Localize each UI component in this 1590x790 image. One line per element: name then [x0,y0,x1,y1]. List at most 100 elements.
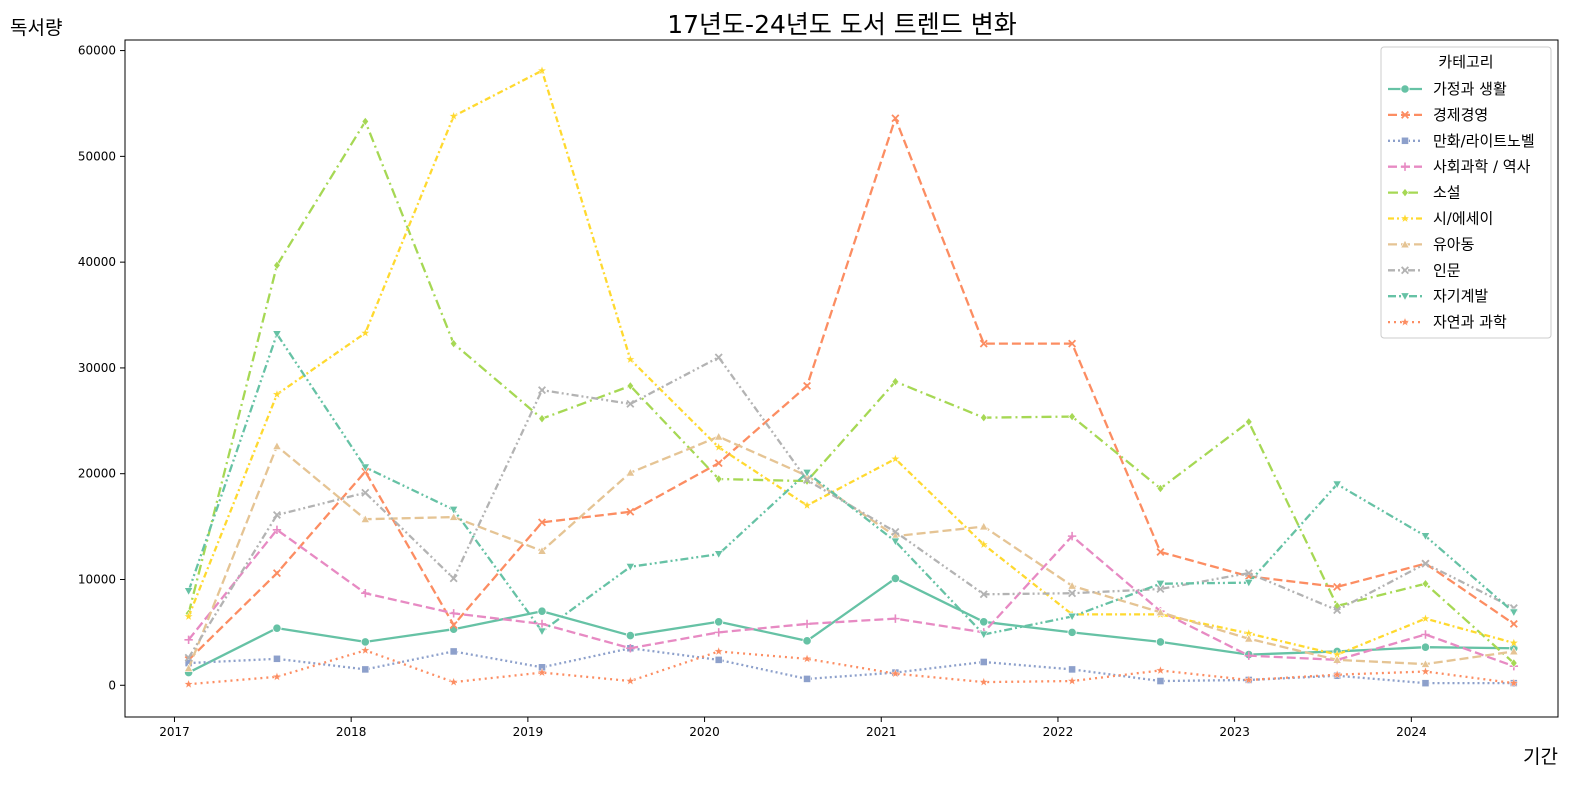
legend-label: 자기계발 [1433,287,1488,305]
data-point [1509,646,1519,656]
data-point [449,624,459,634]
legend-frame [1380,46,1552,339]
data-point [184,635,193,644]
data-point [1244,633,1254,643]
data-point [1509,619,1518,628]
data-point [360,645,371,655]
legend-label: 가정과 생활 [1433,80,1507,98]
data-point [891,614,900,623]
legend-marker [1400,239,1410,249]
legend-marker [1400,292,1410,302]
data-point [714,656,723,664]
y-tick-label: 40000 [78,255,116,269]
data-point [890,537,901,547]
data-point [802,500,813,510]
legend-item: 경제경영 [1388,106,1488,124]
x-tick-label: 2022 [1043,725,1074,739]
series-line [187,435,1514,669]
series-line [188,577,1514,674]
data-point [361,116,370,127]
legend-label: 시/에세이 [1433,210,1493,228]
data-point [1421,579,1430,589]
legend-item: 만화/라이트노벨 [1388,132,1535,150]
data-point [537,606,547,616]
data-point [1155,607,1166,616]
data-point [890,453,901,464]
data-point [1244,651,1253,660]
data-point [1509,608,1519,618]
data-point [272,569,281,578]
data-point [360,637,370,647]
x-axis-title: 기간 [1523,746,1558,768]
data-point [273,260,281,270]
y-axis-title: 독서량 [10,17,62,39]
data-point [184,653,193,662]
data-point [979,412,988,423]
data-point [537,667,547,677]
data-point [714,617,724,627]
data-point [183,611,194,621]
data-point [272,330,282,339]
data-point [979,590,988,599]
data-point [803,381,812,390]
data-point [183,587,194,596]
y-tick-label: 10000 [78,572,116,586]
y-tick-label: 60000 [78,44,116,58]
data-point [979,521,989,531]
data-point [272,510,281,519]
data-point [360,463,371,473]
data-point [1332,480,1342,490]
data-point [978,676,989,687]
y-tick-label: 0 [108,678,116,692]
data-point [1067,612,1077,622]
series-line [188,649,1514,686]
legend-item: 인문 [1388,261,1461,279]
data-point [625,675,636,686]
data-point [448,110,459,121]
data-point [271,671,282,682]
data-point [803,476,812,485]
data-point [449,609,458,618]
data-point [449,338,458,349]
data-point [1155,637,1166,647]
data-point [1155,665,1166,675]
data-point [1420,642,1431,652]
data-point [1156,483,1165,494]
data-point [360,327,371,338]
data-point [713,550,724,559]
data-point [979,617,989,627]
series-10 [183,645,1519,689]
data-point [1156,547,1165,556]
data-point [1420,532,1431,541]
data-point [1068,339,1077,348]
data-point [1508,677,1519,688]
data-point [979,339,988,348]
data-point [537,627,547,637]
data-point [1421,559,1430,568]
data-point [802,468,812,478]
data-point [537,65,547,75]
series-line [187,528,1515,668]
data-point [1244,569,1253,578]
data-point [1156,585,1165,594]
legend-marker [1401,136,1409,145]
series-4 [184,525,1519,671]
data-point [272,441,282,450]
data-point [183,678,194,689]
data-point [1067,627,1077,637]
data-point [1421,630,1430,639]
data-point [1068,411,1076,422]
data-point [890,573,900,584]
data-point [625,354,636,364]
data-point [448,506,459,515]
data-point [713,442,724,452]
data-point [361,488,370,497]
data-point [271,389,282,399]
data-point [1244,578,1254,588]
series-6 [183,65,1519,659]
x-tick-label: 2023 [1219,725,1250,739]
legend-marker [1400,316,1410,327]
series-layer [183,65,1519,689]
series-1 [184,573,1519,678]
